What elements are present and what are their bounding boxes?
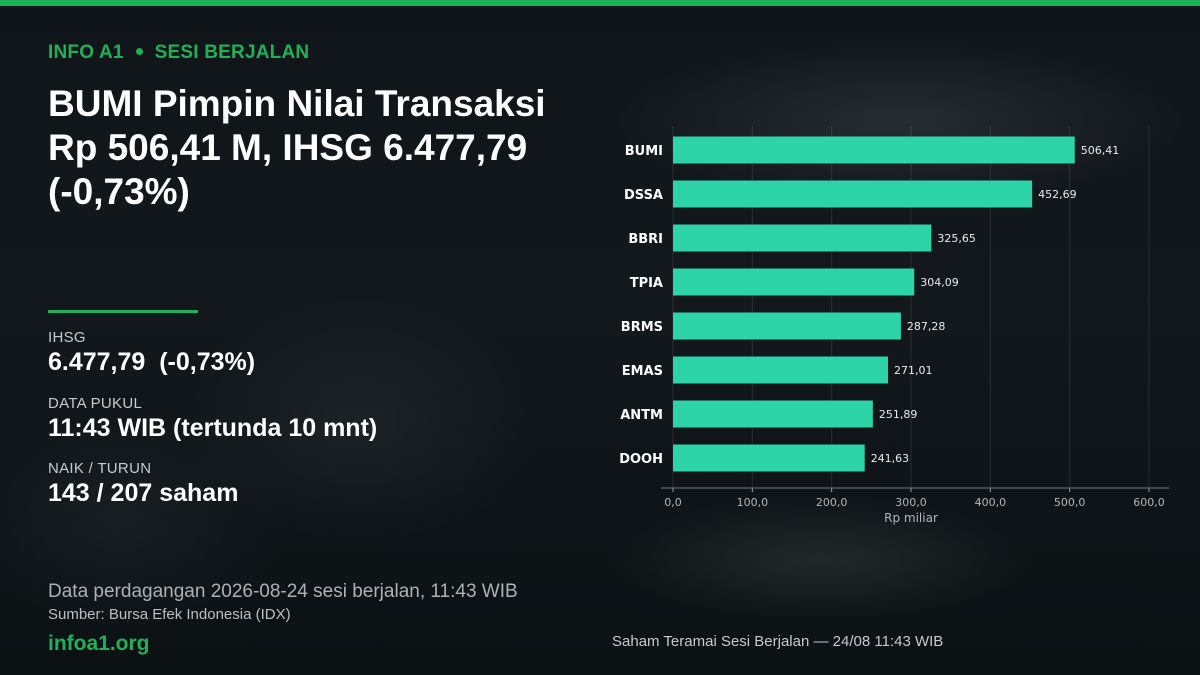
value-label: 325,65	[937, 232, 976, 245]
bar-bumi	[673, 136, 1075, 164]
top-accent-bar	[0, 0, 1200, 6]
category-label: TPIA	[630, 276, 663, 291]
brand-tag: INFO A1	[48, 42, 124, 63]
value-label: 506,41	[1081, 144, 1120, 157]
bar-antm	[673, 400, 873, 428]
breadth-label: NAIK / TURUN	[48, 460, 152, 477]
time-value: 11:43 WIB (tertunda 10 mnt)	[48, 414, 378, 442]
headline: BUMI Pimpin Nilai Transaksi Rp 506,41 M,…	[48, 82, 568, 214]
category-label: BUMI	[625, 144, 663, 159]
value-label: 452,69	[1038, 188, 1077, 201]
value-label: 251,89	[879, 408, 918, 421]
bar-emas	[673, 356, 889, 384]
value-label: 271,01	[894, 364, 933, 377]
value-label: 304,09	[920, 276, 959, 289]
bar-bbri	[673, 224, 932, 252]
category-label: DSSA	[624, 188, 663, 203]
value-label: 287,28	[907, 320, 946, 333]
headline-line-2: Rp 506,41 M, IHSG 6.477,79	[48, 127, 528, 168]
headline-line-1: BUMI Pimpin Nilai Transaksi	[48, 83, 546, 124]
category-label: DOOH	[619, 452, 663, 467]
kicker: INFO A1 SESI BERJALAN	[48, 42, 309, 64]
x-tick-label: 300,0	[895, 496, 927, 509]
site-link[interactable]: infoa1.org	[48, 632, 150, 655]
separator-dot-icon	[135, 47, 143, 55]
category-label: BRMS	[621, 320, 663, 335]
x-tick-label: 0,0	[664, 496, 682, 509]
time-label: DATA PUKUL	[48, 395, 143, 412]
category-label: EMAS	[622, 364, 663, 379]
x-tick-label: 400,0	[975, 496, 1007, 509]
section-divider	[48, 310, 198, 313]
bar-dooh	[673, 444, 865, 472]
ihsg-value: 6.477,79 (-0,73%)	[48, 348, 256, 376]
bar-brms	[673, 312, 901, 340]
value-label: 241,63	[871, 452, 910, 465]
x-axis-label: Rp miliar	[884, 511, 938, 525]
x-tick-label: 100,0	[737, 496, 769, 509]
bar-chart: 0,0 100,0 200,0 300,0 400,0 500,0 600,0 Rp mili…	[619, 126, 1169, 525]
x-tick-label: 200,0	[816, 496, 848, 509]
x-tick-label: 600,0	[1133, 496, 1165, 509]
chart-caption: Saham Teramai Sesi Berjalan — 24/08 11:4…	[612, 633, 944, 650]
category-label: BBRI	[628, 232, 663, 247]
ihsg-label: IHSG	[48, 329, 86, 346]
breadth-value: 143 / 207 saham	[48, 479, 239, 507]
data-note: Data perdagangan 2026-08-24 sesi berjala…	[48, 581, 518, 602]
bar-tpia	[673, 268, 915, 296]
source-note: Sumber: Bursa Efek Indonesia (IDX)	[48, 606, 291, 623]
headline-line-3: (-0,73%)	[48, 171, 190, 212]
category-label: ANTM	[620, 408, 663, 423]
x-tick-label: 500,0	[1054, 496, 1086, 509]
bar-dssa	[673, 180, 1033, 208]
session-tag: SESI BERJALAN	[154, 42, 310, 63]
